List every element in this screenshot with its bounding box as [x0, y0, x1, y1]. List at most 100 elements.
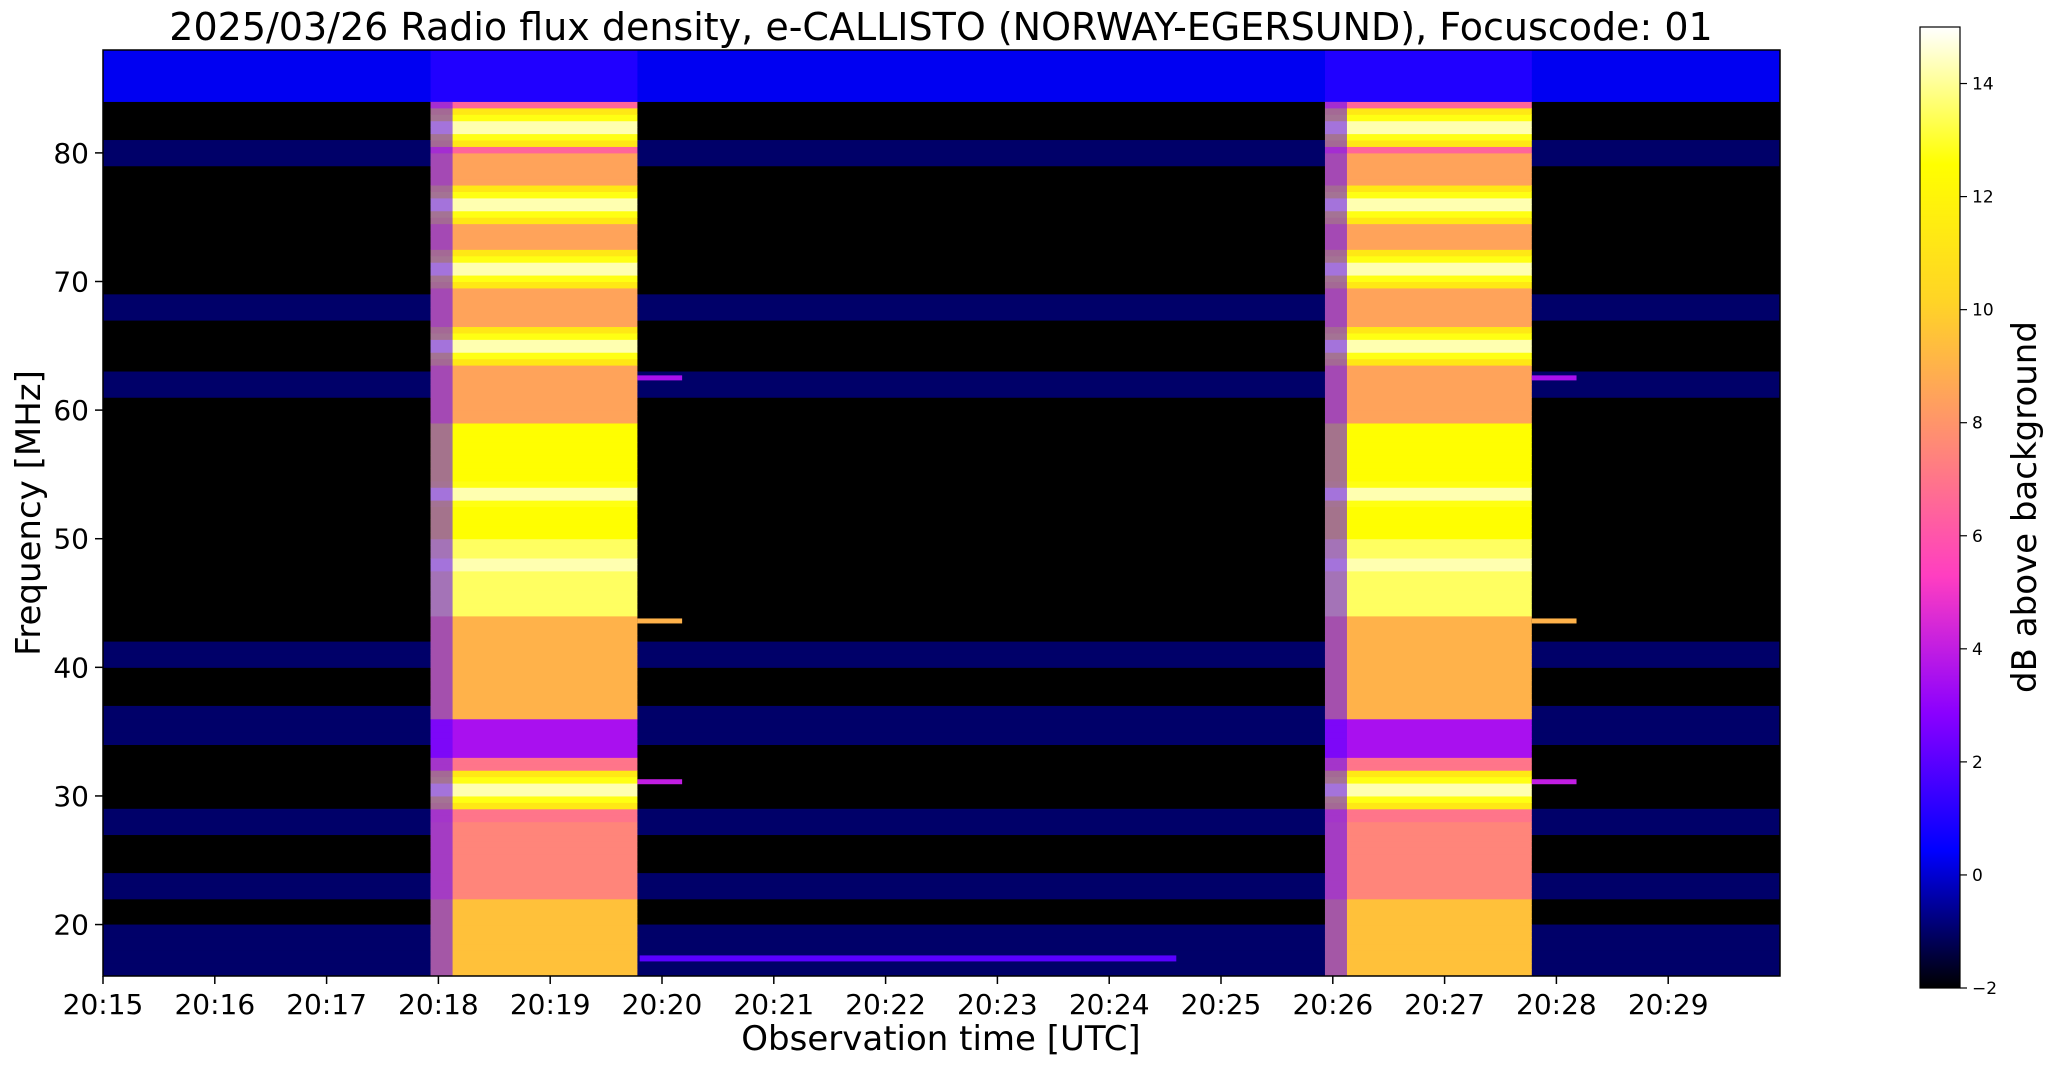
burst-cell: [430, 448, 638, 456]
burst-cell: [1324, 828, 1532, 836]
burst-cell: [430, 332, 638, 340]
burst-cell: [1324, 416, 1532, 424]
burst-cell: [1324, 705, 1532, 713]
burst-cell: [1324, 558, 1532, 565]
burst-cell: [430, 75, 638, 83]
burst-cell: [1324, 358, 1532, 366]
burst-cell: [430, 866, 638, 874]
burst-cell: [1324, 834, 1532, 842]
burst-cell: [1324, 873, 1532, 881]
burst-cell: [430, 422, 638, 430]
burst-cell: [1324, 641, 1532, 649]
burst-cell: [1324, 628, 1532, 636]
burst-cell: [1324, 615, 1532, 623]
burst-cell: [430, 249, 638, 257]
burst-cell: [430, 911, 638, 919]
burst-cell: [1324, 390, 1532, 398]
burst-cell: [430, 50, 638, 57]
burst-cell: [430, 750, 638, 758]
burst-cell: [430, 699, 638, 707]
burst-cell: [430, 455, 638, 463]
y-axis-ticks: 20 30 40 50 60 70 80: [53, 137, 103, 942]
burst-cell: [1324, 956, 1532, 964]
burst-cell: [430, 943, 638, 951]
burst-cell: [430, 95, 638, 102]
burst-trailing-artifact: [637, 779, 683, 785]
burst-cell: [430, 963, 638, 971]
burst-cell: [430, 384, 638, 392]
burst-cell: [1324, 371, 1532, 379]
burst-leading-edge: [430, 101, 453, 976]
burst-cell: [430, 770, 638, 778]
burst-cell: [1324, 268, 1532, 276]
burst-cell: [1324, 410, 1532, 418]
burst-cell: [430, 287, 638, 295]
burst-cell: [1324, 178, 1532, 186]
burst-cell: [1324, 480, 1532, 488]
burst-cell: [1324, 230, 1532, 237]
burst-cell: [1324, 435, 1532, 443]
burst-cell: [1324, 686, 1532, 694]
x-tick-label: 20:25: [1181, 988, 1262, 1021]
burst-cell: [430, 725, 638, 733]
burst-cell: [1324, 738, 1532, 745]
burst-cell: [430, 718, 638, 726]
burst-cell: [1324, 570, 1532, 578]
burst-cell: [1324, 236, 1532, 244]
burst-cell: [1324, 127, 1532, 135]
burst-cell: [430, 365, 638, 373]
burst-cell: [1324, 590, 1532, 598]
burst-cell: [430, 506, 638, 514]
burst-cell: [430, 538, 638, 546]
burst-cell: [430, 956, 638, 964]
burst-cell: [430, 680, 638, 688]
burst-cell: [1324, 725, 1532, 733]
burst-cell: [1324, 249, 1532, 257]
burst-cell: [1324, 905, 1532, 913]
burst-cell: [430, 197, 638, 205]
burst-cell: [430, 101, 638, 109]
burst-cell: [1324, 114, 1532, 122]
burst-cell: [430, 467, 638, 475]
burst-cell: [1324, 622, 1532, 630]
burst-cell: [1324, 551, 1532, 559]
burst-cell: [1324, 847, 1532, 855]
burst-cell: [430, 821, 638, 829]
burst-cell: [1324, 525, 1532, 533]
burst-cell: [1324, 963, 1532, 971]
burst-cell: [1324, 223, 1532, 231]
burst-cell: [1324, 403, 1532, 411]
burst-trailing-artifact: [1531, 375, 1577, 381]
burst-cell: [430, 789, 638, 797]
burst-cell: [1324, 840, 1532, 848]
burst-cell: [1324, 532, 1532, 540]
burst-cell: [430, 744, 638, 752]
burst-cell: [1324, 448, 1532, 456]
burst-cell: [1324, 673, 1532, 681]
burst-cell: [1324, 352, 1532, 360]
burst-cell: [1324, 969, 1532, 976]
burst-cell: [1324, 217, 1532, 225]
burst-cell: [430, 307, 638, 315]
burst-cell: [430, 487, 638, 495]
burst-cell: [430, 300, 638, 308]
burst-cell: [1324, 609, 1532, 617]
burst-cell: [430, 416, 638, 424]
burst-cell: [430, 313, 638, 321]
burst-cell: [430, 551, 638, 559]
spectrogram-plot-area: [103, 50, 1780, 976]
burst-cell: [430, 178, 638, 186]
burst-cell: [1324, 853, 1532, 861]
y-tick-label: 40: [53, 651, 89, 684]
burst-cell: [1324, 699, 1532, 707]
burst-cell: [1324, 197, 1532, 205]
burst-cell: [430, 371, 638, 379]
burst-cell: [1324, 596, 1532, 604]
colorbar: [1919, 26, 1961, 989]
burst-cell: [1324, 750, 1532, 758]
burst-cell: [1324, 892, 1532, 900]
burst-cell: [1324, 924, 1532, 932]
y-tick-label: 50: [53, 523, 89, 556]
burst-cell: [1324, 564, 1532, 572]
burst-cell: [430, 583, 638, 591]
